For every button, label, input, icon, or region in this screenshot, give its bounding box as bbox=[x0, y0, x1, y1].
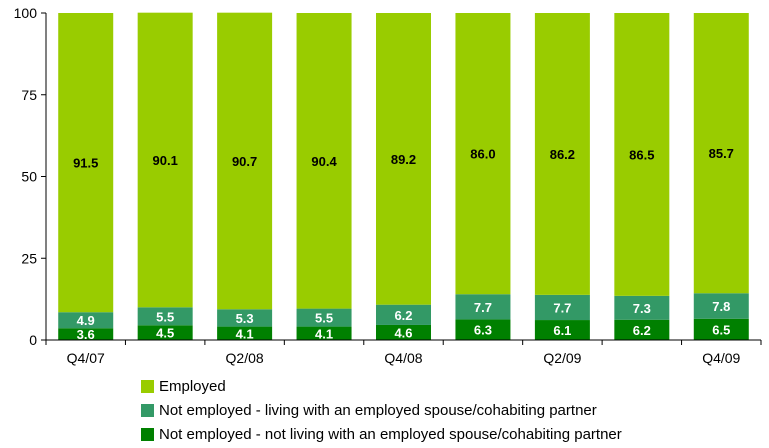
bar-segment bbox=[534, 13, 590, 295]
data-label: 4.1 bbox=[236, 326, 254, 341]
data-label: 5.5 bbox=[156, 309, 174, 324]
bar-segment bbox=[455, 13, 511, 295]
data-label: 6.2 bbox=[394, 308, 412, 323]
y-tick-label: 0 bbox=[29, 332, 37, 348]
y-tick-label: 50 bbox=[21, 169, 37, 185]
legend-swatch bbox=[141, 379, 154, 393]
bar-segment bbox=[58, 13, 114, 313]
data-label: 7.3 bbox=[633, 301, 651, 316]
x-tick-label: Q2/09 bbox=[543, 350, 581, 366]
data-label: 6.5 bbox=[712, 322, 730, 337]
legend-swatch bbox=[141, 403, 154, 417]
bar-segment bbox=[455, 294, 511, 320]
bar-segment bbox=[534, 294, 590, 321]
data-label: 89.2 bbox=[391, 152, 416, 167]
bar-segment bbox=[217, 326, 273, 340]
y-tick-label: 25 bbox=[21, 250, 37, 266]
data-label: 90.7 bbox=[232, 154, 257, 169]
legend-swatch bbox=[141, 427, 154, 441]
bar-segment bbox=[614, 319, 670, 340]
bar-segment bbox=[296, 308, 352, 327]
data-label: 4.5 bbox=[156, 326, 174, 341]
data-label: 85.7 bbox=[709, 146, 734, 161]
x-tick-label: Q4/08 bbox=[384, 350, 422, 366]
data-label: 86.5 bbox=[629, 147, 654, 162]
data-label: 7.8 bbox=[712, 299, 730, 314]
data-label: 3.6 bbox=[77, 327, 95, 342]
bar-segment bbox=[534, 320, 590, 340]
x-tick-label: Q2/08 bbox=[226, 350, 264, 366]
x-tick-label: Q4/07 bbox=[67, 350, 105, 366]
x-tick-label: Q4/09 bbox=[702, 350, 740, 366]
data-label: 86.2 bbox=[550, 147, 575, 162]
bar-segment bbox=[58, 312, 114, 329]
data-label: 5.3 bbox=[236, 311, 254, 326]
bar-segment bbox=[296, 326, 352, 340]
data-label: 4.1 bbox=[315, 326, 333, 341]
bar-segment bbox=[376, 13, 431, 305]
bar-segment bbox=[693, 293, 749, 319]
legend: Employed Not employed - living with an e… bbox=[141, 374, 622, 446]
y-tick-label: 100 bbox=[14, 5, 38, 21]
data-label: 6.2 bbox=[633, 323, 651, 338]
bar-segment bbox=[376, 304, 431, 325]
data-label: 5.5 bbox=[315, 311, 333, 326]
data-label: 90.1 bbox=[153, 153, 178, 168]
data-label: 86.0 bbox=[470, 147, 495, 162]
data-label: 4.6 bbox=[394, 325, 412, 340]
legend-item-not-employed-living-with-partner: Not employed - living with an employed s… bbox=[141, 398, 622, 422]
bar-segment bbox=[217, 309, 273, 327]
data-label: 4.9 bbox=[77, 313, 95, 328]
data-label: 91.5 bbox=[73, 156, 98, 171]
data-label: 6.3 bbox=[474, 323, 492, 338]
legend-item-not-employed-not-living-with-partner: Not employed - not living with an employ… bbox=[141, 422, 622, 446]
bar-segment bbox=[296, 13, 352, 309]
bar-segment bbox=[614, 13, 670, 296]
bar-segment bbox=[217, 12, 273, 310]
bar-segment bbox=[693, 318, 749, 340]
bar-segment bbox=[693, 13, 749, 294]
bar-segment bbox=[455, 319, 511, 340]
data-label: 6.1 bbox=[553, 323, 571, 338]
legend-label: Not employed - living with an employed s… bbox=[159, 401, 597, 419]
legend-label: Not employed - not living with an employ… bbox=[159, 425, 622, 443]
bar-segment bbox=[137, 307, 193, 326]
data-label: 90.4 bbox=[311, 154, 337, 169]
data-label: 7.7 bbox=[553, 300, 571, 315]
bar-segment bbox=[137, 325, 193, 340]
bar-segment bbox=[376, 324, 431, 340]
data-label: 7.7 bbox=[474, 300, 492, 315]
legend-label: Employed bbox=[159, 377, 226, 395]
y-tick-label: 75 bbox=[21, 87, 37, 103]
bar-segment bbox=[614, 295, 670, 320]
bar-segment bbox=[137, 12, 193, 308]
legend-item-employed: Employed bbox=[141, 374, 622, 398]
bar-segment bbox=[58, 328, 114, 340]
